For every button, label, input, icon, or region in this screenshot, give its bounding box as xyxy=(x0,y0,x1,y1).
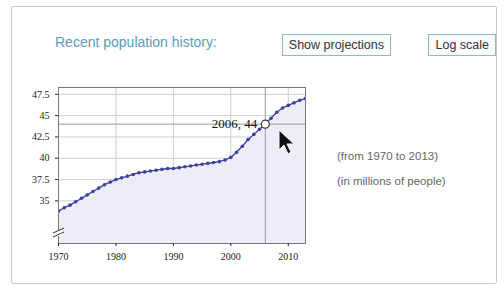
svg-text:42.5: 42.5 xyxy=(32,131,50,142)
html-text:(from 1970 to 2013): (from 1970 to 2013) xyxy=(337,150,438,162)
html-text:(in millions of people): (in millions of people) xyxy=(337,175,446,187)
svg-text:1970: 1970 xyxy=(49,251,69,262)
svg-text:2006, 44: 2006, 44 xyxy=(212,116,258,131)
svg-text:47.5: 47.5 xyxy=(32,89,50,100)
html-text:Log scale: Log scale xyxy=(435,38,489,52)
svg-text:1980: 1980 xyxy=(106,251,126,262)
svg-text:2000: 2000 xyxy=(221,251,241,262)
svg-text:40: 40 xyxy=(40,152,50,163)
svg-text:37.5: 37.5 xyxy=(32,174,50,185)
svg-text:45: 45 xyxy=(40,110,50,121)
html-text:Recent population history:: Recent population history: xyxy=(55,34,217,50)
svg-text:1990: 1990 xyxy=(163,251,183,262)
html-text:Show projections: Show projections xyxy=(288,38,384,52)
svg-text:35: 35 xyxy=(40,195,50,206)
svg-text:2010: 2010 xyxy=(278,251,298,262)
